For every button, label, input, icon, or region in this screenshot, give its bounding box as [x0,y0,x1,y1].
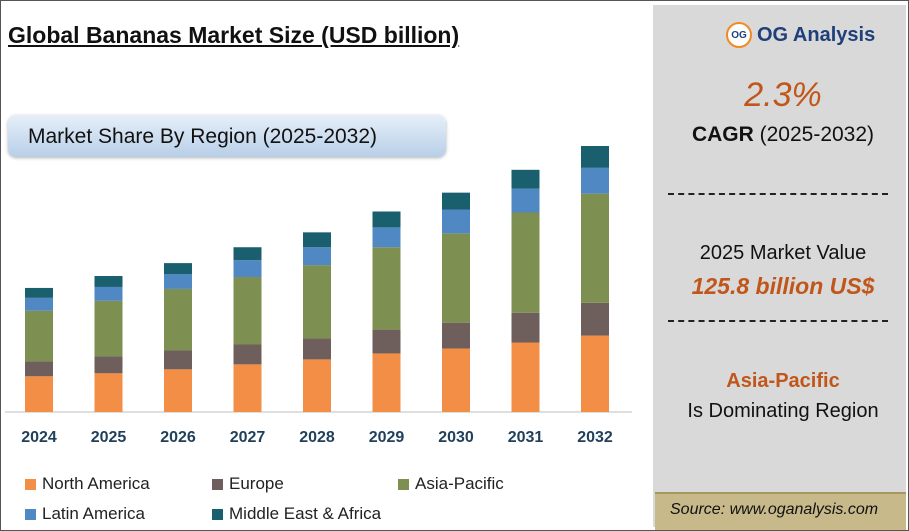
source-text: Source: www.oganalysis.com [670,501,879,518]
bar-2026-middle-east-africa [164,263,192,275]
bar-2028-europe [303,338,331,360]
bar-2024-north-america [25,376,53,412]
legend-item-europe: Europe [212,474,284,494]
bar-2027-asia-pacific [233,277,262,345]
brand-logo[interactable]: OG OG Analysis [726,22,875,48]
x-tick-label-2026: 2026 [160,429,196,446]
bar-2027-middle-east-africa [233,247,262,261]
cagr-label-period: (2025-2032) [759,123,875,146]
legend-swatch-europe [212,478,223,490]
x-tick-label-2028: 2028 [299,429,335,446]
bar-2024-latin-america [25,297,53,311]
legend-label-middle-east-africa: Middle East & Africa [229,504,382,523]
legend-label-asia-pacific: Asia-Pacific [415,474,504,493]
bar-2032-north-america [581,335,609,412]
chart-title: Global Bananas Market Size (USD billion) [8,22,460,48]
source-bar: Source: www.oganalysis.com [655,492,906,530]
bar-2024-europe [25,361,53,377]
bar-2025-asia-pacific [94,300,123,357]
x-tick-label-2024: 2024 [21,429,57,446]
og-logo-icon: OG [726,22,752,48]
bar-2028-middle-east-africa [303,232,331,248]
bar-2030-latin-america [442,209,470,234]
legend-item-middle-east-africa: Middle East & Africa [212,504,381,524]
bar-2029-asia-pacific [372,247,401,330]
bar-2029-latin-america [372,227,401,248]
bar-2032-europe [581,302,609,336]
legend-swatch-middle-east-africa [212,508,223,520]
divider-top [668,193,888,195]
bar-2024-asia-pacific [25,310,53,362]
bar-2031-north-america [511,342,540,412]
legend-swatch-north-america [25,478,36,490]
bar-2030-middle-east-africa [442,192,470,210]
bar-2030-asia-pacific [442,233,470,323]
bar-2026-north-america [164,369,192,412]
bar-2028-asia-pacific [303,265,331,339]
chart-subtitle: Market Share By Region (2025-2032) [28,125,378,148]
dominating-region-name: Asia-Pacific [726,370,840,392]
cagr-label: CAGR (2025-2032) [653,123,909,147]
bar-2026-europe [164,350,192,370]
cagr-value: 2.3% [744,76,822,114]
bar-group [25,146,609,412]
bar-2024-middle-east-africa [25,287,53,298]
bar-2025-middle-east-africa [94,276,123,287]
market-value-label: 2025 Market Value [699,242,867,264]
x-tick-label-2029: 2029 [369,429,405,446]
summary-panel [653,5,906,527]
cagr-label-bold: CAGR [691,123,754,146]
bar-2027-latin-america [233,260,262,278]
x-tick-labels: 2024 2025 2026 2027 2028 2029 2030 2031 2032 [21,429,613,446]
bar-2028-north-america [303,359,331,412]
x-tick-label-2032: 2032 [577,429,613,446]
legend-swatch-asia-pacific [398,478,409,490]
legend-item-latin-america: Latin America [25,504,145,524]
bar-2032-latin-america [581,167,609,194]
legend-item-asia-pacific: Asia-Pacific [398,474,504,494]
bar-2030-europe [442,322,470,349]
x-tick-label-2027: 2027 [230,429,266,446]
x-tick-label-2031: 2031 [508,429,544,446]
bar-chart: 2024 2025 2026 2027 2028 2029 2030 2031 2032 [5,146,632,446]
bar-2031-europe [511,312,540,343]
bar-2031-middle-east-africa [511,169,540,189]
bar-2030-north-america [442,348,470,412]
bar-2026-asia-pacific [164,288,192,351]
bar-2026-latin-america [164,274,192,289]
market-value: 125.8 billion US$ [691,273,875,299]
bar-2029-north-america [372,353,401,412]
legend-label-europe: Europe [229,474,284,493]
bar-2029-middle-east-africa [372,211,401,228]
bar-2027-north-america [233,364,262,412]
bar-2031-asia-pacific [511,212,540,313]
x-tick-label-2030: 2030 [438,429,474,446]
divider-bottom [668,320,888,322]
bar-2028-latin-america [303,247,331,266]
legend-label-north-america: North America [42,474,150,493]
bar-2025-north-america [94,373,123,412]
legend-label-latin-america: Latin America [42,504,145,523]
subtitle-banner: Market Share By Region (2025-2032) [8,115,446,157]
bar-2032-middle-east-africa [581,146,609,168]
bar-2029-europe [372,329,401,354]
bar-2025-europe [94,356,123,374]
bar-2031-latin-america [511,188,540,213]
bar-2025-latin-america [94,286,123,301]
bar-2032-asia-pacific [581,193,609,303]
legend-item-north-america: North America [25,474,150,494]
bar-2027-europe [233,344,262,365]
x-tick-label-2025: 2025 [91,429,127,446]
brand-name: OG Analysis [757,23,876,46]
legend-swatch-latin-america [25,508,36,520]
dominating-region-label: Is Dominating Region [687,400,879,422]
